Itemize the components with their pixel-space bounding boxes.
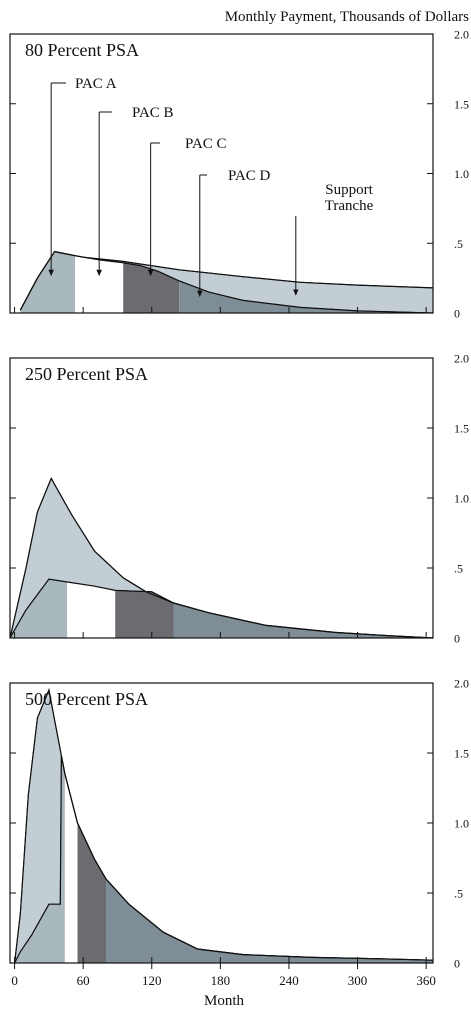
panel-title: 500 Percent PSA bbox=[25, 689, 148, 709]
annotation-label: Tranche bbox=[325, 198, 374, 214]
y-tick-label: .5 bbox=[454, 887, 463, 901]
y-tick-label: 1.5 bbox=[454, 422, 469, 436]
y-tick-label: .5 bbox=[454, 237, 463, 251]
pac-d-area bbox=[179, 280, 433, 313]
pac-c-area bbox=[115, 590, 174, 638]
total-payment-line bbox=[9, 477, 434, 639]
pac-b-area bbox=[64, 774, 78, 963]
y-tick-label: 2.0 bbox=[454, 352, 469, 366]
total-payment-line bbox=[19, 250, 434, 311]
panel-1: 0 .5 1.0 1.5 2.0 80 Percent PSA bbox=[9, 28, 469, 321]
annotation-label: PAC B bbox=[132, 105, 174, 121]
y-tick-label: 2.0 bbox=[454, 28, 469, 42]
y-tick-label: 1.0 bbox=[454, 167, 469, 181]
y-tick-label: 1.0 bbox=[454, 817, 469, 831]
x-tick-label: 60 bbox=[77, 973, 90, 988]
pac-a-area bbox=[20, 251, 76, 313]
y-tick-label: 0 bbox=[454, 957, 460, 971]
y-tick-label: 2.0 bbox=[454, 677, 469, 691]
annotation-label: Support bbox=[325, 182, 373, 198]
pac-c-area bbox=[77, 823, 106, 963]
annotation-label: PAC A bbox=[75, 76, 117, 92]
x-tick-label: 300 bbox=[348, 973, 368, 988]
pac-d-area bbox=[173, 603, 433, 638]
y-tick-label: 1.0 bbox=[454, 492, 469, 506]
panel-3: 0 .5 1.0 1.5 2.0 0 60 120 180 240 300 360 500 Percen… bbox=[9, 677, 469, 988]
pac-b-area bbox=[67, 582, 116, 638]
pac-c-area bbox=[123, 262, 180, 313]
y-tick-label: 1.5 bbox=[454, 747, 469, 761]
y-axis-title: Monthly Payment, Thousands of Dollars bbox=[225, 9, 469, 25]
y-tick-label: 0 bbox=[454, 632, 460, 646]
panel-title: 80 Percent PSA bbox=[25, 40, 139, 60]
x-tick-label: 0 bbox=[11, 973, 18, 988]
panel-2: 0 .5 1.0 1.5 2.0 250 Percent PSA bbox=[9, 352, 469, 646]
x-tick-label: 180 bbox=[211, 973, 231, 988]
pac-d-area bbox=[106, 879, 433, 963]
annotation-label: PAC D bbox=[228, 168, 271, 184]
y-tick-label: 0 bbox=[454, 307, 460, 321]
total-payment-line bbox=[14, 687, 434, 964]
pac-a-area bbox=[10, 579, 68, 638]
y-tick-label: .5 bbox=[454, 562, 463, 576]
pac-a-area bbox=[14, 755, 65, 963]
panels-layer: 0 .5 1.0 1.5 2.0 80 Percent PSA 0 .5 1.0 1.5 2.0 25… bbox=[9, 28, 469, 988]
pac-b-area bbox=[75, 255, 124, 313]
y-tick-label: 1.5 bbox=[454, 97, 469, 111]
panel-title: 250 Percent PSA bbox=[25, 364, 148, 384]
annotation-label: PAC C bbox=[185, 136, 227, 152]
x-axis-title: Month bbox=[204, 993, 245, 1009]
x-tick-label: 240 bbox=[279, 973, 299, 988]
x-tick-label: 120 bbox=[142, 973, 162, 988]
x-tick-label: 360 bbox=[416, 973, 436, 988]
